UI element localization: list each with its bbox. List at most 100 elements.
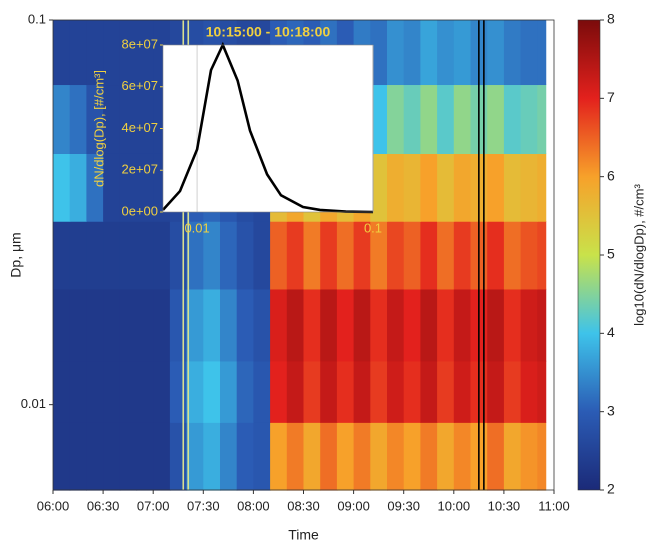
heat-cell xyxy=(420,20,438,86)
inset-line xyxy=(162,41,374,214)
heat-cell xyxy=(236,360,254,423)
colorbar-tick-label: 3 xyxy=(607,402,615,418)
heat-cell xyxy=(370,84,388,154)
heat-cell xyxy=(136,288,154,362)
heat-cell xyxy=(320,360,338,423)
heat-cell xyxy=(186,422,204,491)
heat-cell xyxy=(520,153,538,222)
heat-cell xyxy=(303,360,321,423)
heat-cell xyxy=(270,360,288,423)
heat-cell xyxy=(503,84,522,154)
heat-cell xyxy=(103,221,121,290)
heat-cell xyxy=(286,422,305,491)
heat-cell xyxy=(537,153,547,222)
heat-cell xyxy=(286,288,305,362)
heat-cell xyxy=(286,221,305,290)
heat-cell xyxy=(136,84,154,154)
heat-cell xyxy=(437,221,455,290)
inset-x-tick-label: 0.1 xyxy=(364,220,382,235)
heat-cell xyxy=(69,221,87,290)
heat-cell xyxy=(403,288,421,362)
heat-cell xyxy=(253,422,271,491)
heat-cell xyxy=(387,422,405,491)
heat-cell xyxy=(220,288,238,362)
heat-cell xyxy=(503,20,522,86)
heat-cell xyxy=(119,221,138,290)
heat-cell xyxy=(69,288,87,362)
heat-cell xyxy=(453,84,472,154)
y-axis-label: Dp, μm xyxy=(8,232,24,277)
heat-cell xyxy=(53,288,71,362)
heat-cell xyxy=(537,360,547,423)
heat-cell xyxy=(236,221,254,290)
heat-cell xyxy=(370,20,388,86)
heat-cell xyxy=(453,360,472,423)
heat-cell xyxy=(169,288,188,362)
heat-cell xyxy=(520,84,538,154)
heat-cell xyxy=(537,84,547,154)
heat-cell xyxy=(420,221,438,290)
x-tick-label: 06:00 xyxy=(37,498,70,513)
heat-cell xyxy=(487,20,505,86)
heat-cell xyxy=(136,422,154,491)
heat-cell xyxy=(303,288,321,362)
heat-cell xyxy=(403,221,421,290)
heat-cell xyxy=(503,422,522,491)
heat-cell xyxy=(320,221,338,290)
inset-title: 10:15:00 - 10:18:00 xyxy=(206,24,331,40)
heat-cell xyxy=(103,153,121,222)
heat-cell xyxy=(403,422,421,491)
heat-cell xyxy=(119,20,138,86)
heat-cell xyxy=(437,288,455,362)
colorbar xyxy=(577,19,601,491)
heat-cell xyxy=(69,422,87,491)
heat-cell xyxy=(119,360,138,423)
heat-cell xyxy=(136,153,154,222)
heat-cell xyxy=(320,288,338,362)
heat-cell xyxy=(153,288,171,362)
x-tick-label: 08:30 xyxy=(287,498,320,513)
heat-cell xyxy=(253,288,271,362)
heat-cell xyxy=(520,20,538,86)
heat-cell xyxy=(86,288,104,362)
heat-cell xyxy=(403,20,421,86)
heat-cell xyxy=(387,360,405,423)
heat-cell xyxy=(336,221,355,290)
heat-cell xyxy=(186,288,204,362)
colorbar-tick-label: 8 xyxy=(607,11,615,27)
heat-cell xyxy=(353,288,371,362)
heat-cell xyxy=(53,221,71,290)
colorbar-label: log10(dN/dlogDp), #/cm³ xyxy=(631,184,646,326)
heat-cell xyxy=(453,221,472,290)
heat-cell xyxy=(103,20,121,86)
heat-cell xyxy=(253,221,271,290)
heat-cell xyxy=(537,20,547,86)
heat-cell xyxy=(453,422,472,491)
heat-cell xyxy=(487,360,505,423)
heat-cell xyxy=(53,422,71,491)
heat-cell xyxy=(236,288,254,362)
heat-cell xyxy=(270,221,288,290)
heat-cell xyxy=(537,422,547,491)
heat-cell xyxy=(203,221,221,290)
heat-cell xyxy=(103,288,121,362)
heat-cell xyxy=(270,422,288,491)
x-tick-label: 09:00 xyxy=(337,498,370,513)
heat-cell xyxy=(336,422,355,491)
heat-cell xyxy=(136,360,154,423)
heat-cell xyxy=(103,360,121,423)
x-tick-label: 06:30 xyxy=(87,498,120,513)
heat-cell xyxy=(119,153,138,222)
heat-cell xyxy=(387,20,405,86)
heat-cell xyxy=(203,422,221,491)
heat-cell xyxy=(403,360,421,423)
heat-cell xyxy=(487,422,505,491)
heat-cell xyxy=(119,288,138,362)
heat-cell xyxy=(69,84,87,154)
heat-cell xyxy=(420,153,438,222)
heat-cell xyxy=(420,360,438,423)
heat-cell xyxy=(520,360,538,423)
heat-cell xyxy=(453,20,472,86)
heat-cell xyxy=(203,288,221,362)
heat-cell xyxy=(220,360,238,423)
